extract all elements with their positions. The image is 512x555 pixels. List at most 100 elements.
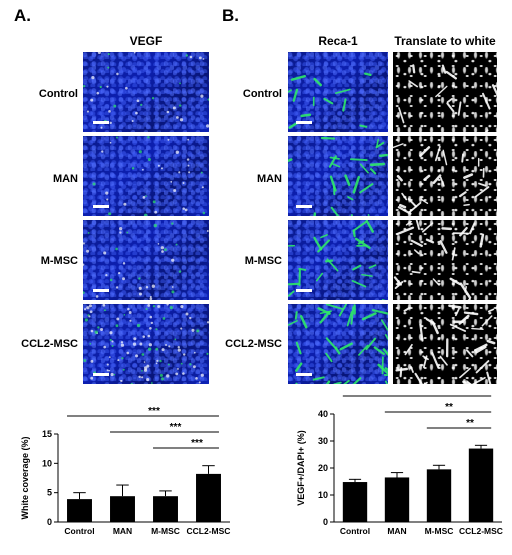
stain-dot [167, 139, 169, 141]
vessel-stroke [351, 307, 353, 323]
stain-dot [147, 136, 149, 138]
stain-dot [110, 373, 113, 376]
stain-dot [126, 352, 129, 355]
stain-dot [139, 150, 142, 153]
stain-dot [85, 318, 88, 321]
vessel-stroke [360, 184, 372, 192]
stain-dot [153, 200, 156, 203]
stain-dot [158, 243, 160, 245]
stain-dot [107, 369, 109, 371]
stain-dot [107, 364, 109, 366]
bar-m-msc [153, 496, 178, 522]
stain-dot [146, 365, 149, 368]
vessel-stroke [346, 176, 350, 185]
vessel-stroke [476, 187, 489, 197]
vessel-stroke [460, 368, 470, 377]
panel-a-row-label-m-msc: M-MSC [0, 255, 78, 267]
stain-dot [201, 374, 204, 377]
stain-dot [100, 127, 102, 129]
vessel-stroke [477, 361, 489, 372]
stain-dot [145, 195, 147, 197]
micrograph-texture [288, 136, 388, 216]
stain-dot [93, 183, 96, 186]
stain-dot [123, 203, 126, 206]
vegf-micrograph-man [83, 136, 209, 216]
vessel-stroke [326, 354, 332, 362]
stain-dot [132, 120, 134, 122]
stain-dot [116, 317, 119, 320]
stain-dot [162, 348, 165, 351]
vessel-stroke [397, 228, 413, 234]
vessel-stroke [417, 220, 419, 229]
vessel-stroke [336, 89, 350, 93]
panel-b-row-label-control: Control [204, 88, 282, 100]
stain-dot [207, 230, 209, 232]
micrograph-texture [83, 220, 209, 300]
micrograph-texture [83, 52, 209, 132]
vessel-stroke [483, 94, 490, 109]
micrograph-texture [288, 220, 388, 300]
stain-dot [149, 327, 152, 330]
vessel-stroke [451, 279, 460, 284]
scale-bar [93, 121, 109, 124]
vessel-stroke [360, 126, 366, 127]
vessel-stroke [353, 266, 360, 270]
vessel-stroke [443, 66, 445, 73]
y-tick-label: 0 [323, 517, 328, 527]
vessel-stroke [362, 275, 372, 276]
vessel-stroke [326, 261, 332, 262]
y-tick-label: 10 [318, 490, 328, 500]
stain-dot [110, 122, 112, 124]
stain-dot [203, 58, 205, 60]
vessel-stroke [343, 99, 345, 110]
scale-bar [296, 205, 312, 208]
vessel-stroke [288, 90, 291, 98]
vessel-stroke [440, 356, 447, 364]
stain-dot [173, 106, 176, 109]
stain-dot [149, 343, 152, 346]
stain-dot [173, 189, 176, 192]
stain-dot [157, 305, 160, 308]
vessel-stroke [368, 215, 372, 216]
stain-dot [108, 110, 111, 113]
y-axis-label: White coverage (%) [20, 436, 30, 519]
stain-dot [150, 297, 153, 300]
stain-dot [142, 335, 145, 338]
stain-dot [183, 182, 185, 184]
stain-dot [86, 250, 89, 253]
stain-dot [206, 124, 209, 127]
stain-dot [171, 290, 174, 293]
white-micrograph-man [393, 136, 497, 216]
x-tick-label: CCL2-MSC [459, 526, 503, 536]
stain-dot [121, 344, 124, 347]
vessel-stroke [472, 329, 483, 330]
stain-dot [138, 376, 140, 378]
vessel-stroke [441, 241, 447, 252]
vessel-stroke [341, 344, 352, 350]
vegf-micrograph-control [83, 52, 209, 132]
vessel-stroke [371, 164, 384, 165]
vessel-stroke [385, 375, 388, 376]
white-micrograph-ccl2-msc [393, 304, 497, 384]
stain-dot [181, 363, 183, 365]
stain-dot [176, 116, 179, 119]
vessel-stroke [489, 309, 494, 311]
vessel-stroke [336, 348, 340, 354]
stain-dot [132, 167, 135, 170]
vessel-stroke [332, 164, 339, 167]
vessel-stroke [348, 197, 352, 200]
x-tick-label: MAN [113, 526, 132, 536]
stain-dot [171, 259, 174, 262]
bar-man [385, 477, 409, 522]
vessel-stroke [451, 325, 465, 332]
stain-dot [126, 232, 128, 234]
panel-b-column-title-translate: Translate to white [386, 34, 504, 48]
vessel-stroke [479, 130, 487, 132]
vessel-stroke [472, 378, 485, 384]
stain-dot [122, 277, 125, 280]
stain-dot [88, 315, 90, 317]
vessel-stroke [297, 343, 301, 354]
vessel-stroke [434, 176, 440, 183]
